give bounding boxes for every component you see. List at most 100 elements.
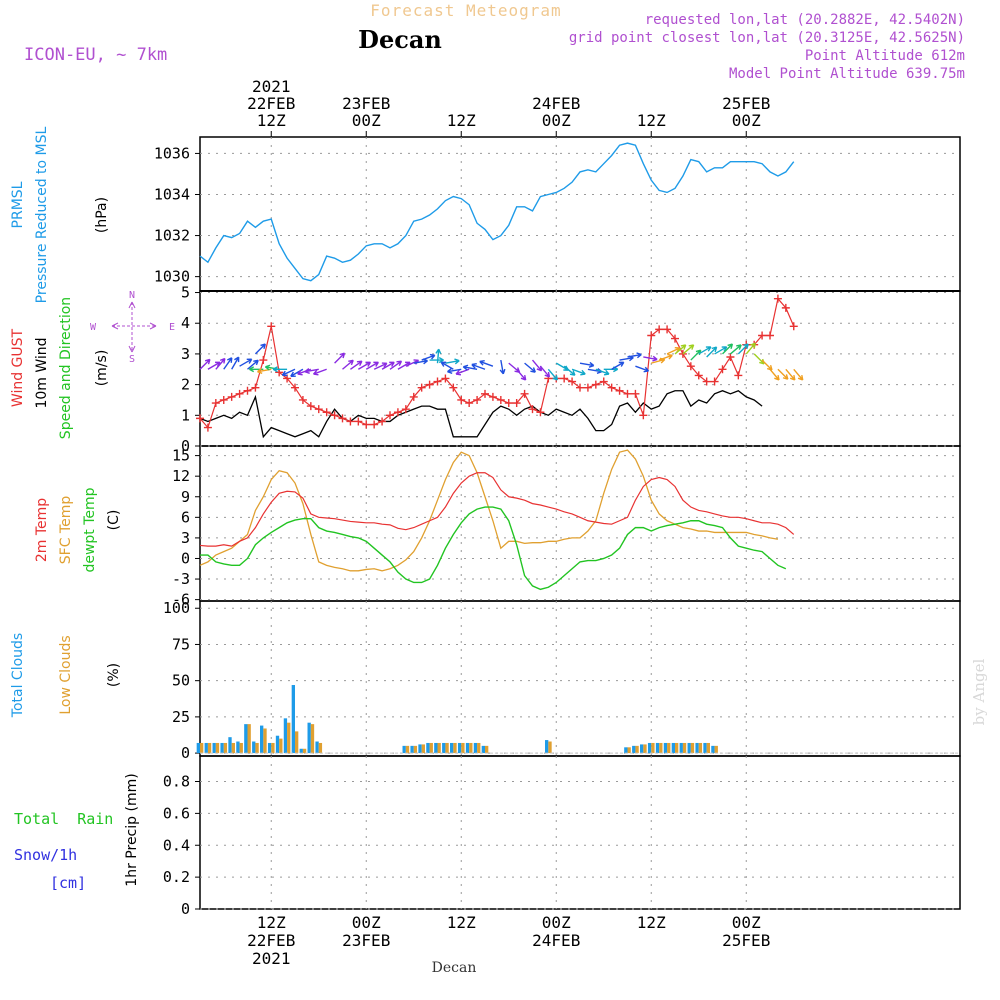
forecast-title: Forecast Meteogram xyxy=(370,1,561,20)
wind-gust-marker xyxy=(378,417,387,426)
wind-direction-arrow xyxy=(524,362,536,373)
wind-direction-arrow xyxy=(381,361,395,370)
ylabel-celsius: (C) xyxy=(106,510,122,531)
wind-gust-marker xyxy=(663,325,672,334)
total-cloud-bar xyxy=(267,742,272,754)
low-cloud-bar xyxy=(651,742,655,754)
low-cloud-bar xyxy=(207,742,212,754)
total-cloud-bar xyxy=(418,744,422,754)
wind-direction-arrow xyxy=(239,358,253,367)
wind-gust-marker xyxy=(291,383,299,392)
time-label-top: 23FEB xyxy=(342,94,390,113)
ylabel-precip-mm: 1hr Precip (mm) xyxy=(124,773,140,886)
wind-direction-arrow xyxy=(373,362,388,370)
low-cloud-bar xyxy=(421,744,425,754)
wind-direction-arrow xyxy=(635,365,650,373)
total-cloud-bar xyxy=(687,742,691,754)
total-cloud-bar xyxy=(711,745,715,754)
ylabel-speed-direction: Speed and Direction xyxy=(58,297,74,439)
time-label-bottom: 22FEB xyxy=(247,931,295,950)
wind-gust-marker xyxy=(433,377,442,386)
ylabel-10m-wind: 10m Wind xyxy=(34,337,50,408)
wind-gust-marker xyxy=(235,389,244,398)
wind-direction-arrow xyxy=(440,361,454,370)
wind-gust-marker xyxy=(718,365,727,374)
wind-direction-arrow xyxy=(479,359,494,367)
time-label-top: 00Z xyxy=(352,111,381,130)
total-cloud-bar xyxy=(307,722,311,754)
y-tick-labels: 1030103210341036012345-6-303691215025507… xyxy=(154,144,190,918)
wind-gust-marker xyxy=(615,386,624,395)
y-tick-label-temp: -6 xyxy=(172,591,190,609)
ylabel-low-clouds: Low Clouds xyxy=(58,635,74,714)
compass-west: W xyxy=(90,322,97,333)
time-label-top: 12Z xyxy=(637,111,666,130)
time-label-bottom: 00Z xyxy=(352,913,381,932)
wind-gust-marker xyxy=(528,405,537,414)
low-cloud-bar xyxy=(310,724,315,754)
wind-gust-marker xyxy=(647,331,656,340)
wind-direction-arrow xyxy=(342,359,354,370)
low-cloud-bar xyxy=(675,742,679,754)
y-tick-label-precip: 0.2 xyxy=(163,868,190,886)
total-cloud-bar xyxy=(481,745,485,754)
low-cloud-bar xyxy=(271,742,275,754)
y-tick-label-wind: 4 xyxy=(181,314,190,332)
wind-direction-arrow xyxy=(435,348,442,364)
low-cloud-bar xyxy=(263,728,267,754)
low-cloud-bar xyxy=(437,742,441,754)
wind-gust-marker xyxy=(298,395,307,404)
low-cloud-bar xyxy=(429,742,433,754)
total-cloud-bar xyxy=(640,744,644,754)
wind-direction-arrow xyxy=(658,353,673,361)
ylabel-prmsl: PRMSL xyxy=(10,181,26,228)
wind-direction-arrow xyxy=(297,368,312,376)
wind-direction-arrow xyxy=(714,346,728,355)
low-cloud-bar xyxy=(690,742,695,754)
wind-gust-marker xyxy=(496,395,505,404)
low-cloud-bar xyxy=(667,742,671,754)
point-altitude: Point Altitude 612m xyxy=(805,48,965,64)
low-cloud-bar xyxy=(405,745,410,754)
wind-direction-arrow xyxy=(312,368,327,376)
total-cloud-bar xyxy=(220,742,224,754)
wind-gust-marker xyxy=(457,395,466,404)
total-cloud-bar xyxy=(402,745,406,754)
low-cloud-bar xyxy=(295,731,299,754)
y-tick-label-pressure: 1030 xyxy=(154,268,190,286)
y-tick-label-pressure: 1036 xyxy=(154,144,190,162)
wind-direction-arrow xyxy=(447,368,462,374)
wind-gust-marker xyxy=(243,386,252,395)
model-label: ICON-EU, ~ 7km xyxy=(24,45,167,65)
wind-gust-marker xyxy=(306,402,315,411)
wind-gust-marker xyxy=(267,322,276,331)
wind-gust-marker xyxy=(211,399,220,408)
wind-gust-marker xyxy=(758,331,767,340)
wind-direction-arrow xyxy=(690,349,702,361)
wind-direction-arrow xyxy=(761,359,773,371)
total-cloud-bar xyxy=(655,742,660,754)
ylabel-dewpt-temp: dewpt Temp xyxy=(82,487,98,572)
total-cloud-bar xyxy=(252,741,256,754)
panel-frame-pressure xyxy=(199,136,961,292)
panel-frame-temp xyxy=(199,445,961,602)
ylabel-hpa: (hPa) xyxy=(94,197,110,233)
y-tick-label-temp: 6 xyxy=(181,508,190,526)
total-cloud-bar xyxy=(236,741,240,754)
wind-direction-arrow xyxy=(777,368,789,380)
wind-gust-marker xyxy=(488,392,497,401)
y-tick-label-temp: 9 xyxy=(181,488,190,506)
time-label-top: 12Z xyxy=(447,111,476,130)
total-cloud-bar xyxy=(283,718,288,754)
wind-direction-arrow xyxy=(462,364,478,371)
low-cloud-bar xyxy=(287,722,291,754)
series-10m-wind-line xyxy=(199,390,763,439)
wind-direction-arrow xyxy=(350,360,363,370)
y-tick-label-precip: 0.4 xyxy=(163,836,190,854)
time-label-bottom: 24FEB xyxy=(532,931,580,950)
wind-gust-marker xyxy=(219,395,228,404)
wind-gust-marker xyxy=(734,371,743,380)
wind-gust-marker xyxy=(599,377,608,386)
wind-gust-marker xyxy=(623,389,632,398)
